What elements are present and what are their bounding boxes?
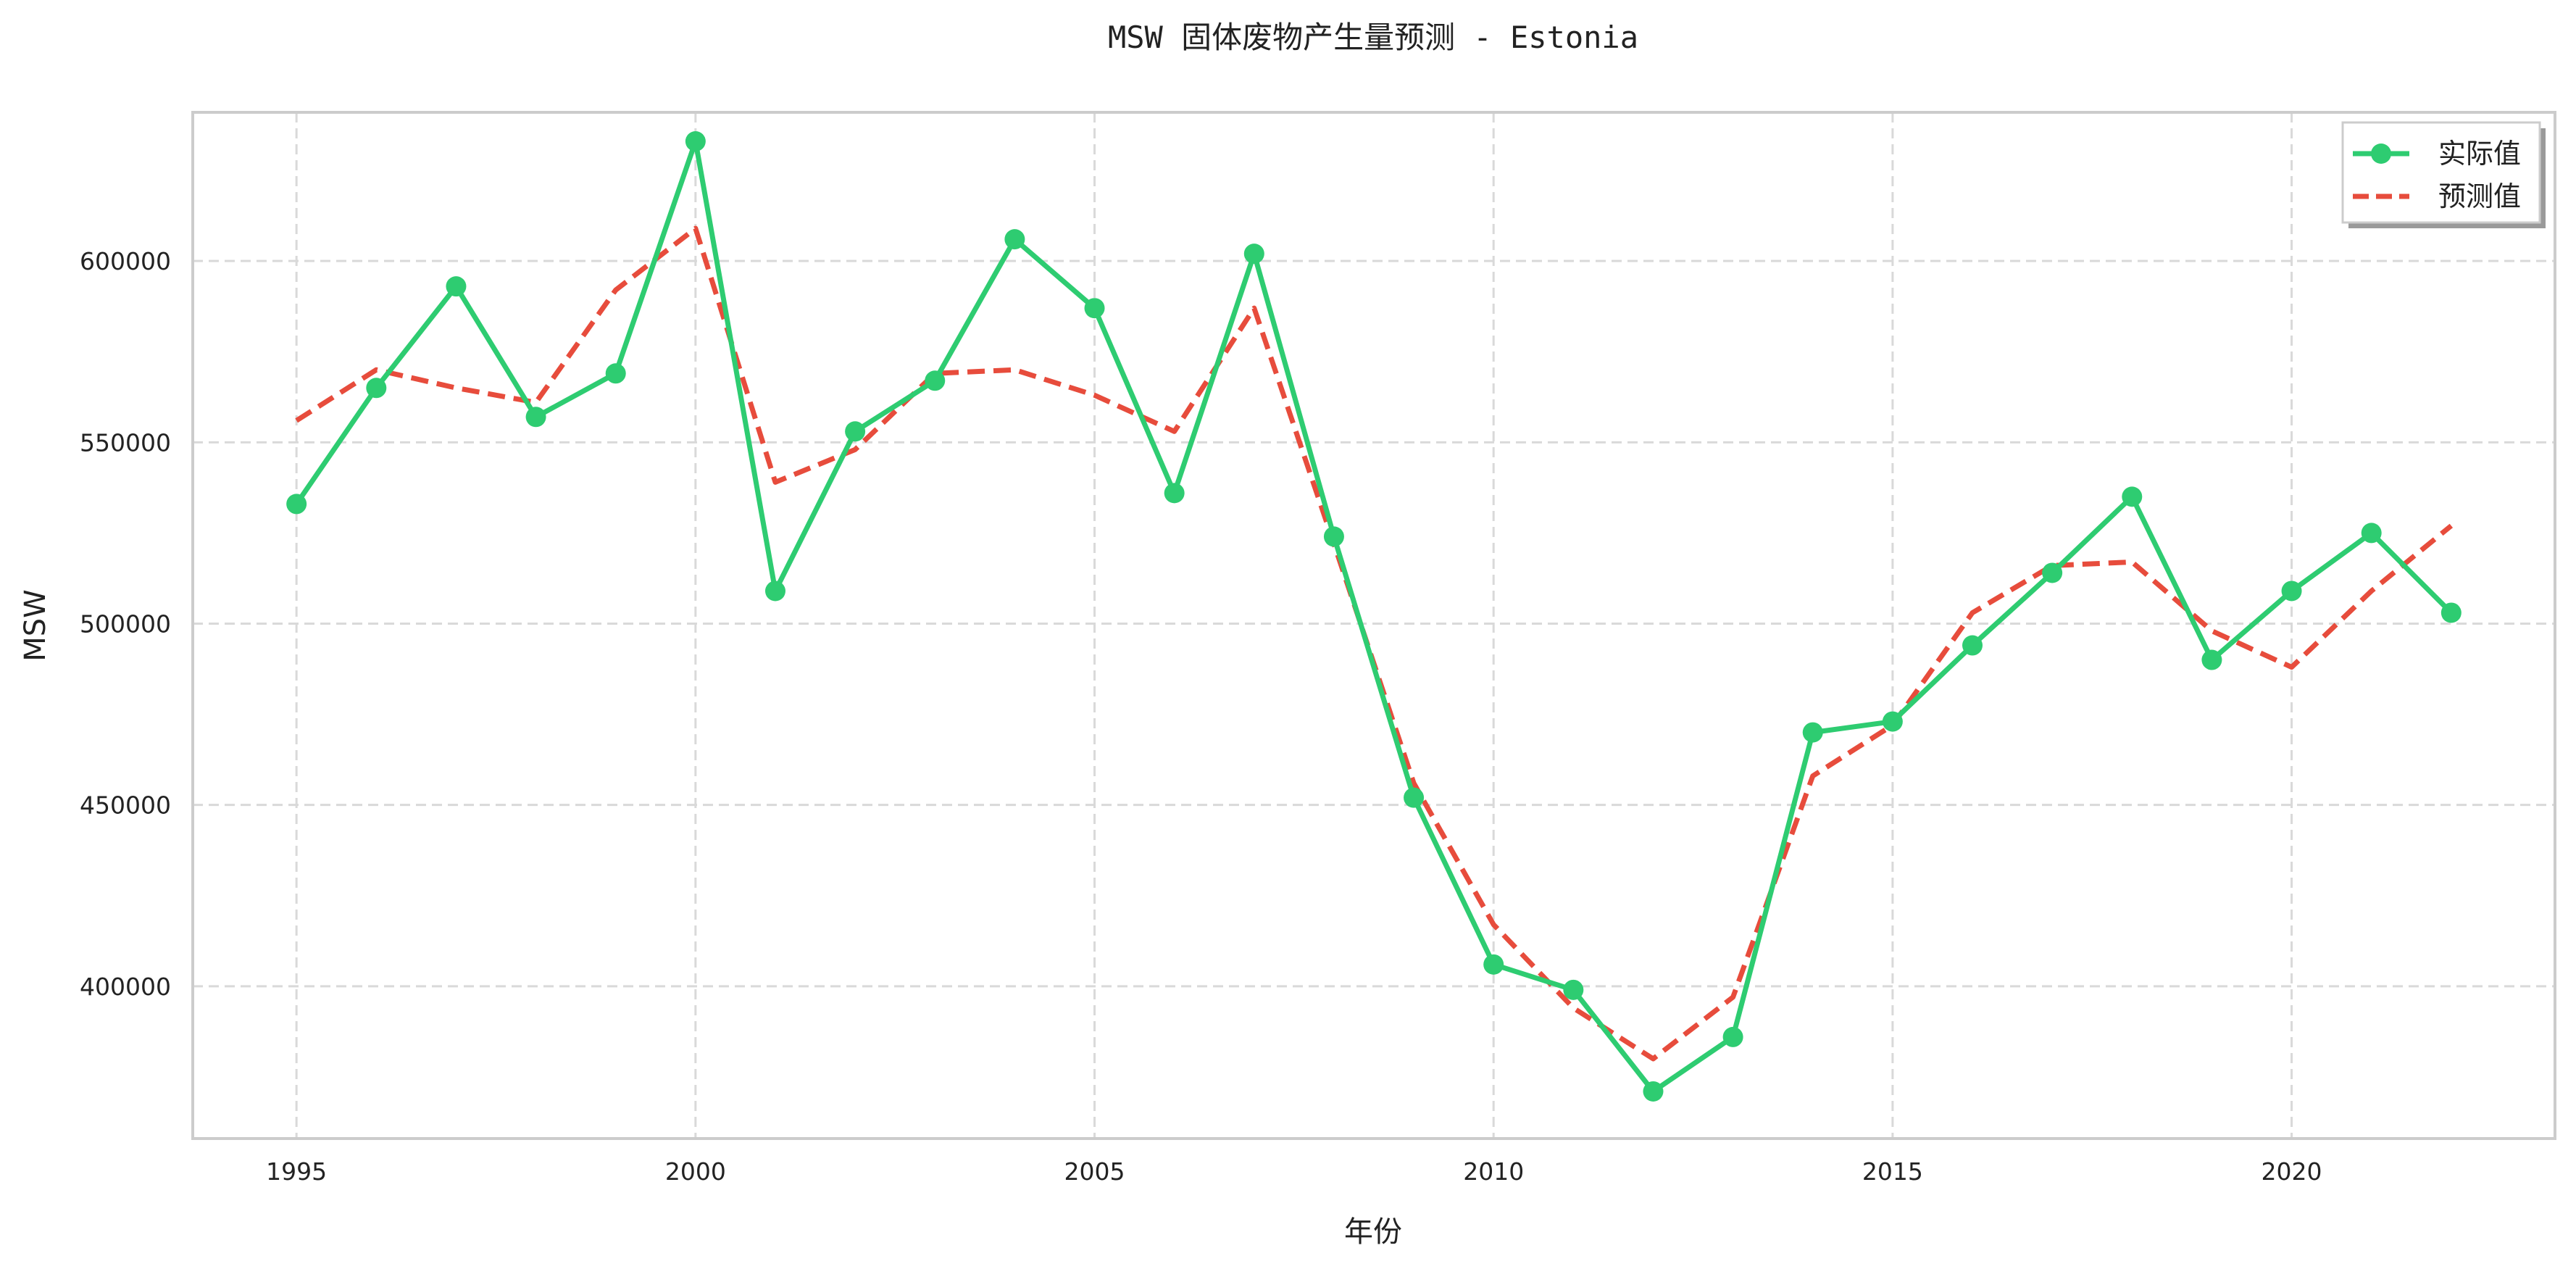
actual-point bbox=[925, 370, 946, 391]
actual-point bbox=[845, 421, 866, 442]
actual-point bbox=[1404, 787, 1425, 808]
plot-area bbox=[191, 111, 2556, 1140]
actual-point bbox=[1243, 244, 1264, 265]
x-tick-label: 2015 bbox=[1862, 1157, 1923, 1186]
actual-point bbox=[1722, 1026, 1743, 1047]
actual-point bbox=[2042, 562, 2063, 583]
actual-point bbox=[1323, 526, 1344, 547]
actual-point bbox=[1802, 722, 1823, 743]
forecast-line bbox=[295, 225, 2454, 1062]
actual-point bbox=[2201, 649, 2222, 670]
y-tick-label: 600000 bbox=[80, 247, 171, 275]
legend: 实际值 预测值 bbox=[2341, 121, 2546, 228]
x-tick-label: 2010 bbox=[1463, 1157, 1524, 1186]
actual-point bbox=[1962, 635, 1983, 656]
actual-point bbox=[366, 378, 387, 399]
legend-label-forecast: 预测值 bbox=[2438, 180, 2521, 212]
actual-point bbox=[446, 276, 467, 297]
actual-point bbox=[2361, 523, 2382, 544]
y-tick-label: 450000 bbox=[80, 791, 171, 820]
y-axis-ticks: 400000 450000 500000 550000 600000 bbox=[80, 247, 171, 1001]
actual-point bbox=[1164, 483, 1185, 504]
actual-line bbox=[293, 138, 2454, 1094]
actual-point bbox=[525, 407, 546, 428]
x-tick-label: 2020 bbox=[2262, 1157, 2322, 1186]
x-tick-label: 1995 bbox=[266, 1157, 327, 1186]
y-tick-label: 400000 bbox=[80, 973, 171, 1001]
series-layer bbox=[286, 131, 2462, 1102]
actual-point bbox=[2122, 486, 2143, 507]
legend-box bbox=[2341, 121, 2541, 224]
actual-point bbox=[1643, 1081, 1664, 1102]
legend-label-actual: 实际值 bbox=[2438, 138, 2521, 170]
grid-lines bbox=[193, 112, 2555, 1139]
y-tick-label: 500000 bbox=[80, 609, 171, 638]
actual-point bbox=[1004, 229, 1025, 250]
chart-title: MSW 固体废物产生量预测 - Estonia bbox=[1108, 20, 1638, 55]
y-axis-title: MSW bbox=[19, 589, 52, 661]
actual-point bbox=[2440, 602, 2462, 623]
legend-marker-actual bbox=[2371, 143, 2391, 164]
actual-point bbox=[685, 131, 706, 152]
y-tick-label: 550000 bbox=[80, 428, 171, 457]
actual-point bbox=[1084, 298, 1105, 319]
actual-point bbox=[1882, 711, 1903, 732]
actual-point bbox=[605, 363, 626, 384]
actual-point bbox=[1563, 979, 1584, 1000]
x-axis-title: 年份 bbox=[1344, 1215, 1402, 1249]
actual-point bbox=[286, 494, 307, 515]
actual-point bbox=[764, 581, 785, 602]
x-axis-ticks: 1995 2000 2005 2010 2015 2020 bbox=[266, 1157, 2322, 1186]
actual-point bbox=[2281, 581, 2302, 602]
x-tick-label: 2000 bbox=[665, 1157, 726, 1186]
actual-point bbox=[1483, 954, 1504, 975]
x-tick-label: 2005 bbox=[1064, 1157, 1125, 1186]
